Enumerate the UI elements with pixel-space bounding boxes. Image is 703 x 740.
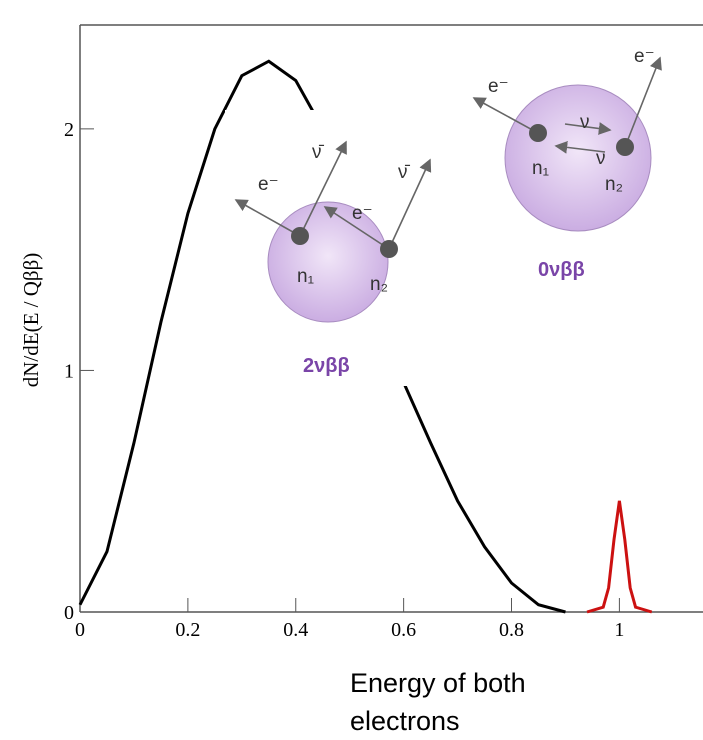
antineutrino-label: ν̄ — [312, 142, 325, 163]
nucleus-circle — [504, 84, 652, 232]
x-tick-label: 1 — [614, 619, 624, 641]
nucleon-label: n₂ — [370, 274, 388, 295]
y-tick-label: 1 — [64, 360, 74, 382]
electron-label: e⁻ — [352, 203, 373, 224]
x-axis-label: Energy of both — [350, 668, 526, 698]
legend-label: 2νββ — [303, 355, 350, 377]
x-tick-label: 0.6 — [391, 619, 416, 641]
neutrino-label: ν — [580, 112, 590, 133]
neutrino-label: ν — [596, 148, 606, 169]
nucleon-label: n₁ — [532, 158, 549, 179]
nucleons — [291, 124, 634, 258]
series-line — [586, 500, 653, 614]
nucleon-label: n₂ — [605, 174, 623, 195]
nucleon-label: n₁ — [297, 266, 314, 287]
x-tick-label: 0.2 — [175, 619, 200, 641]
y-axis-label: dN/dE(E / Qββ) — [19, 253, 43, 388]
plot-area: 0 0.2 0.4 0.6 0.8 1 0 1 2 — [64, 24, 703, 641]
electron-label: e⁻ — [634, 46, 655, 67]
x-axis-label: electrons — [350, 706, 460, 736]
antineutrino-label: ν̄ — [398, 162, 411, 183]
x-tick-label: 0 — [75, 619, 85, 641]
electron-label: e⁻ — [488, 76, 509, 97]
y-tick-label: 2 — [64, 119, 74, 141]
arrows — [234, 56, 662, 250]
y-tick-label: 0 — [64, 602, 74, 624]
x-tick-label: 0.4 — [283, 619, 308, 641]
legend-label: 0νββ — [538, 259, 585, 281]
x-tick-label: 0.8 — [499, 619, 524, 641]
electron-label: e⁻ — [258, 174, 279, 195]
diagram: e⁻ ν̄ e⁻ ν̄ n₁ n₂ 2νββ e⁻ e⁻ ν ν n₁ n₂ 0… — [225, 30, 695, 386]
